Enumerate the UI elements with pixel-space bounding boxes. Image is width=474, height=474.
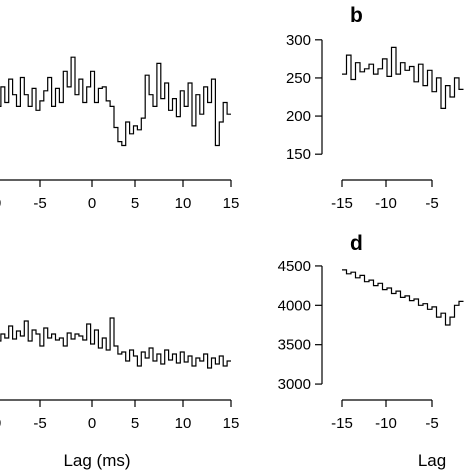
x-tick-label-d-1: -10: [375, 415, 397, 432]
x-tick-label-b-2: -5: [425, 195, 438, 212]
x-tick-label-b-0: -15: [331, 195, 353, 212]
x-tick-label-c-3: 5: [131, 415, 139, 432]
y-tick-label-b-0: 150: [286, 146, 311, 163]
x-tick-label-a-1: -5: [33, 195, 46, 212]
x-tick-label-a-3: 5: [131, 195, 139, 212]
x-tick-label-c-0: 0: [0, 415, 1, 432]
y-tick-label-d-3: 4500: [278, 258, 311, 275]
x-tick-label-a-0: 0: [0, 195, 1, 212]
y-tick-label-d-2: 4000: [278, 297, 311, 314]
panel-letter-d: d: [350, 232, 363, 255]
y-tick-label-d-1: 3500: [278, 337, 311, 354]
x-axis-label-c: Lag (ms): [63, 451, 130, 470]
panel-a: 0 -5 0 5 10 15: [0, 56, 240, 212]
series-line-b: [342, 46, 464, 109]
x-tick-label-d-0: -15: [331, 415, 353, 432]
series-line-d: [342, 269, 464, 326]
x-tick-label-c-5: 15: [223, 415, 240, 432]
x-axis-label-d: Lag: [418, 451, 446, 470]
panel-c: 0 -5 0 5 10 15 Lag (ms): [0, 317, 240, 470]
panel-b: -15 -10 -5 150 200 250 300 b: [286, 4, 464, 212]
y-tick-label-b-3: 300: [286, 32, 311, 49]
x-tick-label-a-2: 0: [88, 195, 96, 212]
x-tick-label-b-1: -10: [375, 195, 397, 212]
x-tick-label-c-4: 10: [175, 415, 192, 432]
series-line-c: [0, 317, 231, 369]
y-tick-label-d-0: 3000: [278, 376, 311, 393]
x-tick-label-d-2: -5: [425, 415, 438, 432]
y-tick-label-b-2: 250: [286, 70, 311, 87]
x-tick-label-c-2: 0: [88, 415, 96, 432]
x-tick-label-c-1: -5: [33, 415, 46, 432]
y-tick-label-b-1: 200: [286, 108, 311, 125]
x-tick-label-a-4: 10: [175, 195, 192, 212]
panel-letter-b: b: [350, 4, 363, 27]
x-tick-label-a-5: 15: [223, 195, 240, 212]
panel-d: -15 -10 -5 3000 3500 4000 4500 d Lag: [278, 232, 464, 470]
series-line-a: [0, 56, 231, 147]
